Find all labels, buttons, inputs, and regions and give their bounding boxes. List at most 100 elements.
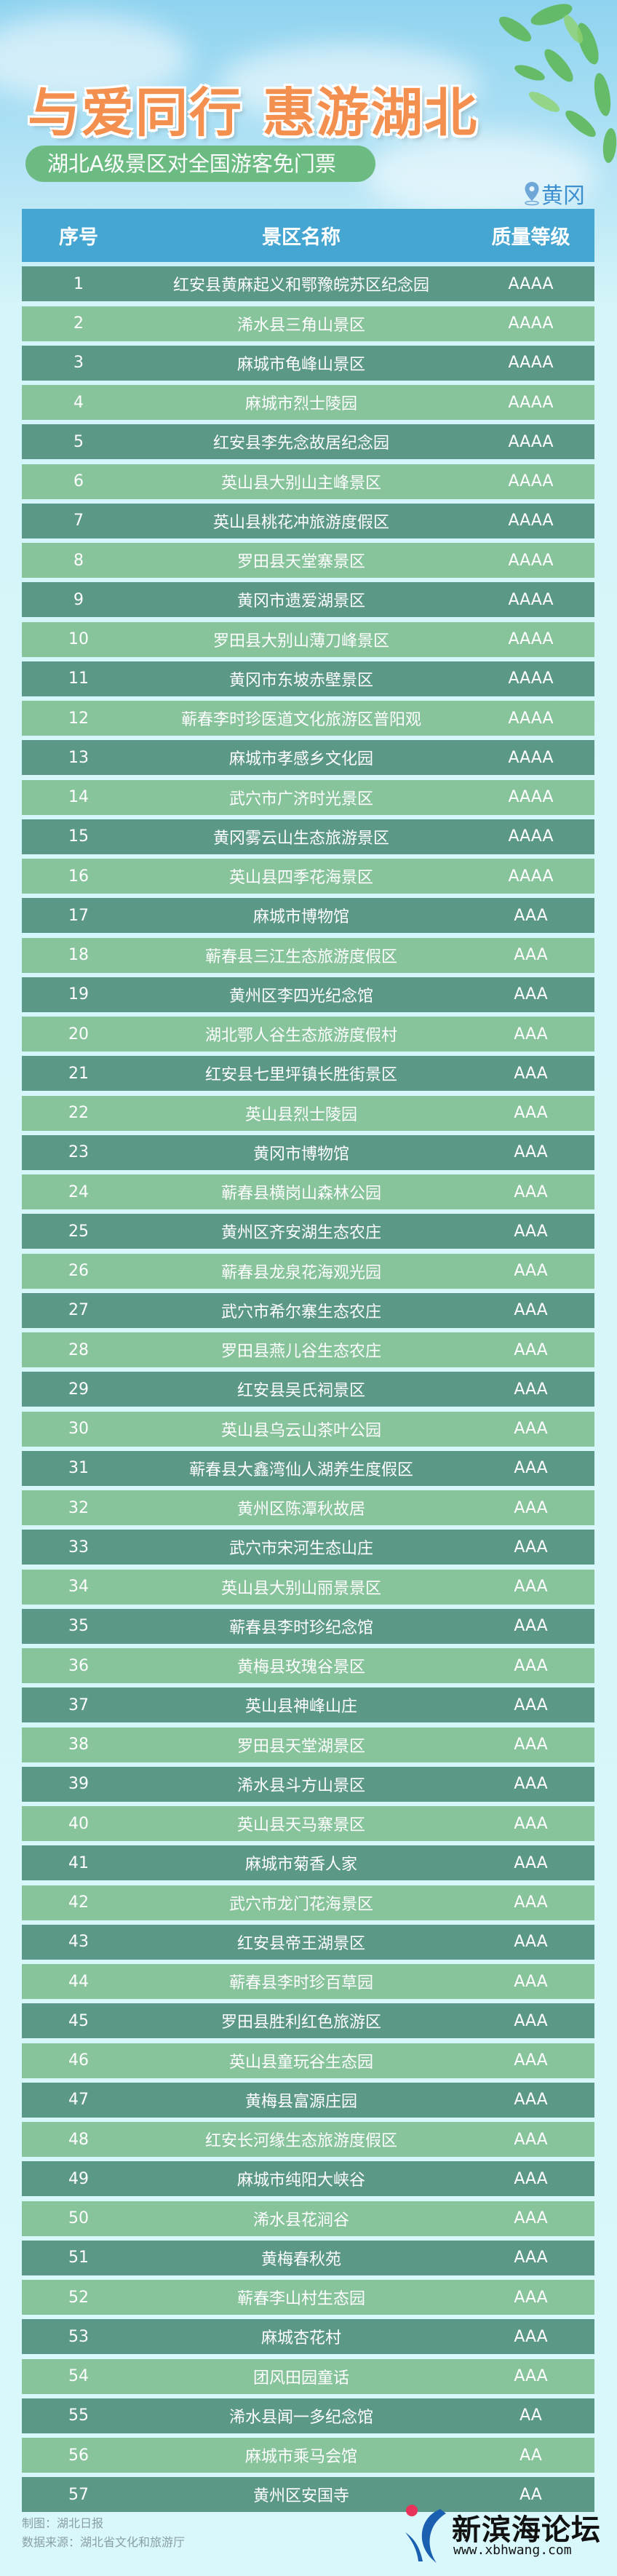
table-row: 44 蕲春县李时珍百草园 AAA (22, 1964, 594, 1999)
cell-name: 黄梅县玫瑰谷景区 (236, 1658, 365, 1677)
cell-grade: AAA (514, 1656, 548, 1675)
cell-index: 20 (68, 1025, 89, 1043)
cell-name: 麻城市纯阳大峡谷 (236, 2171, 365, 2190)
cell-grade: AAA (514, 906, 548, 925)
cell-index: 53 (68, 2327, 89, 2346)
cell-index: 33 (68, 1538, 89, 1557)
cell-name: 英山县烈士陵园 (244, 1105, 357, 1124)
cell-name: 麻城市龟峰山景区 (236, 355, 365, 374)
cell-name: 黄梅春秋苑 (260, 2250, 341, 2269)
watermark-name: 新滨海论坛 (452, 2513, 601, 2547)
cell-grade: AAA (514, 1182, 548, 1201)
cell-grade: AAAA (508, 314, 554, 333)
table-row: 6 英山县大别山主峰景区 AAAA (22, 464, 594, 499)
cell-name: 麻城市烈士陵园 (244, 395, 357, 413)
cell-index: 32 (68, 1498, 89, 1517)
column-header-grade: 质量等级 (491, 226, 570, 249)
table-row: 12 蕲春李时珍医道文化旅游区普阳观 AAAA (22, 701, 594, 736)
cell-index: 27 (68, 1301, 89, 1320)
cell-name: 红安县黄麻起义和鄂豫皖苏区纪念园 (172, 277, 429, 295)
cell-name: 麻城市菊香人家 (244, 1856, 357, 1875)
cell-name: 麻城市博物馆 (252, 908, 349, 927)
cell-grade: AAA (514, 2169, 548, 2188)
cell-grade: AAA (514, 1853, 548, 1872)
cell-index: 2 (73, 314, 84, 333)
cell-name: 湖北鄂人谷生态旅游度假村 (204, 1027, 397, 1045)
cell-index: 55 (68, 2406, 89, 2425)
leaves-decoration (498, 4, 617, 163)
cell-grade: AAAA (508, 630, 554, 648)
table-row: 18 蕲春县三江生态旅游度假区 AAA (22, 937, 594, 973)
cell-grade: AAA (514, 946, 548, 964)
footer-credit: 制图：湖北日报 (22, 2516, 104, 2530)
cell-grade: AAAA (508, 274, 554, 293)
cell-name: 浠水县闻一多纪念馆 (228, 2408, 373, 2427)
table-row: 35 蕲春县李时珍纪念馆 AAA (22, 1608, 594, 1644)
cell-grade: AAAA (508, 590, 554, 609)
table-row: 29 红安县吴氏祠景区 AAA (22, 1372, 594, 1407)
cell-index: 41 (68, 1853, 89, 1872)
cell-index: 3 (73, 354, 84, 373)
cell-index: 7 (73, 512, 84, 530)
table-row: 51 黄梅春秋苑 AAA (22, 2240, 594, 2275)
cell-index: 37 (68, 1696, 89, 1714)
table-row: 34 英山县大别山丽景景区 AAA (22, 1569, 594, 1605)
table-row: 52 蕲春李山村生态园 AAA (22, 2280, 594, 2315)
cell-name: 蕲春县龙泉花海观光园 (220, 1263, 381, 1282)
cell-index: 30 (68, 1420, 89, 1438)
cell-name: 蕲春县大鑫湾仙人湖养生度假区 (188, 1460, 413, 1479)
cell-grade: AAA (514, 1538, 548, 1557)
table-row: 2 浠水县三角山景区 AAAA (22, 306, 594, 341)
table-row: 26 蕲春县龙泉花海观光园 AAA (22, 1253, 594, 1289)
table-row: 43 红安县帝王湖景区 AAA (22, 1924, 594, 1960)
table-row: 21 红安县七里坪镇长胜街景区 AAA (22, 1056, 594, 1092)
cloud-decoration (0, 15, 189, 102)
cell-grade: AAAA (508, 788, 554, 806)
cell-name: 麻城市乘马会馆 (244, 2448, 357, 2466)
table-row: 56 麻城市乘马会馆 AA (22, 2438, 594, 2473)
table-body: 1 红安县黄麻起义和鄂豫皖苏区纪念园 AAAA 2 浠水县三角山景区 AAAA 3 麻城市龟峰… (22, 266, 594, 2513)
cell-index: 42 (68, 1893, 89, 1912)
subtitle-pill: 湖北A级景区对全国游客免门票 (25, 146, 375, 182)
table-row: 15 黄冈雾云山生态旅游景区 AAAA (22, 819, 594, 854)
cell-index: 34 (68, 1578, 89, 1596)
table-row: 57 黄州区安国寺 AA (22, 2477, 594, 2513)
table-row: 20 湖北鄂人谷生态旅游度假村 AAA (22, 1017, 594, 1052)
cell-grade: AAA (514, 1340, 548, 1359)
table-row: 42 武穴市龙门花海景区 AAA (22, 1885, 594, 1920)
cell-grade: AAA (514, 1104, 548, 1122)
table-row: 48 红安长河缘生态旅游度假区 AAA (22, 2122, 594, 2157)
cell-index: 52 (68, 2288, 89, 2307)
cell-grade: AAA (514, 1143, 548, 1162)
table-row: 22 英山县烈士陵园 AAA (22, 1095, 594, 1131)
cell-grade: AAA (514, 1775, 548, 1794)
cell-grade: AAA (514, 2327, 548, 2346)
cell-grade: AAAA (508, 669, 554, 688)
cell-name: 黄冈雾云山生态旅游景区 (212, 829, 389, 848)
cell-name: 红安长河缘生态旅游度假区 (204, 2132, 397, 2150)
cell-grade: AA (520, 2485, 542, 2504)
cell-grade: AAA (514, 1380, 548, 1399)
watermark-logo-icon (405, 2505, 446, 2563)
table-header: 序号 景区名称 质量等级 (22, 209, 594, 262)
cell-index: 35 (68, 1617, 89, 1636)
table-row: 8 罗田县天堂寨景区 AAAA (22, 543, 594, 578)
table-row: 39 浠水县斗方山景区 AAA (22, 1766, 594, 1802)
table-row: 11 黄冈市东坡赤壁景区 AAAA (22, 661, 594, 696)
cell-index: 57 (68, 2485, 89, 2504)
cell-name: 黄州区李四光纪念馆 (228, 987, 373, 1006)
cell-grade: AAA (514, 1459, 548, 1478)
cell-index: 21 (68, 1064, 89, 1083)
cell-index: 13 (68, 748, 89, 767)
table-row: 24 蕲春县横岗山森林公园 AAA (22, 1174, 594, 1209)
table-row: 28 罗田县燕儿谷生态农庄 AAA (22, 1332, 594, 1367)
table-row: 19 黄州区李四光纪念馆 AAA (22, 977, 594, 1012)
table-row: 41 麻城市菊香人家 AAA (22, 1845, 594, 1881)
table-row: 9 黄冈市遗爱湖景区 AAAA (22, 582, 594, 618)
cell-grade: AAAA (508, 748, 554, 767)
cell-index: 50 (68, 2209, 89, 2227)
cell-name: 麻城市孝感乡文化园 (228, 750, 373, 769)
cell-index: 28 (68, 1340, 89, 1359)
cell-index: 10 (68, 630, 89, 648)
cell-grade: AA (520, 2446, 542, 2465)
